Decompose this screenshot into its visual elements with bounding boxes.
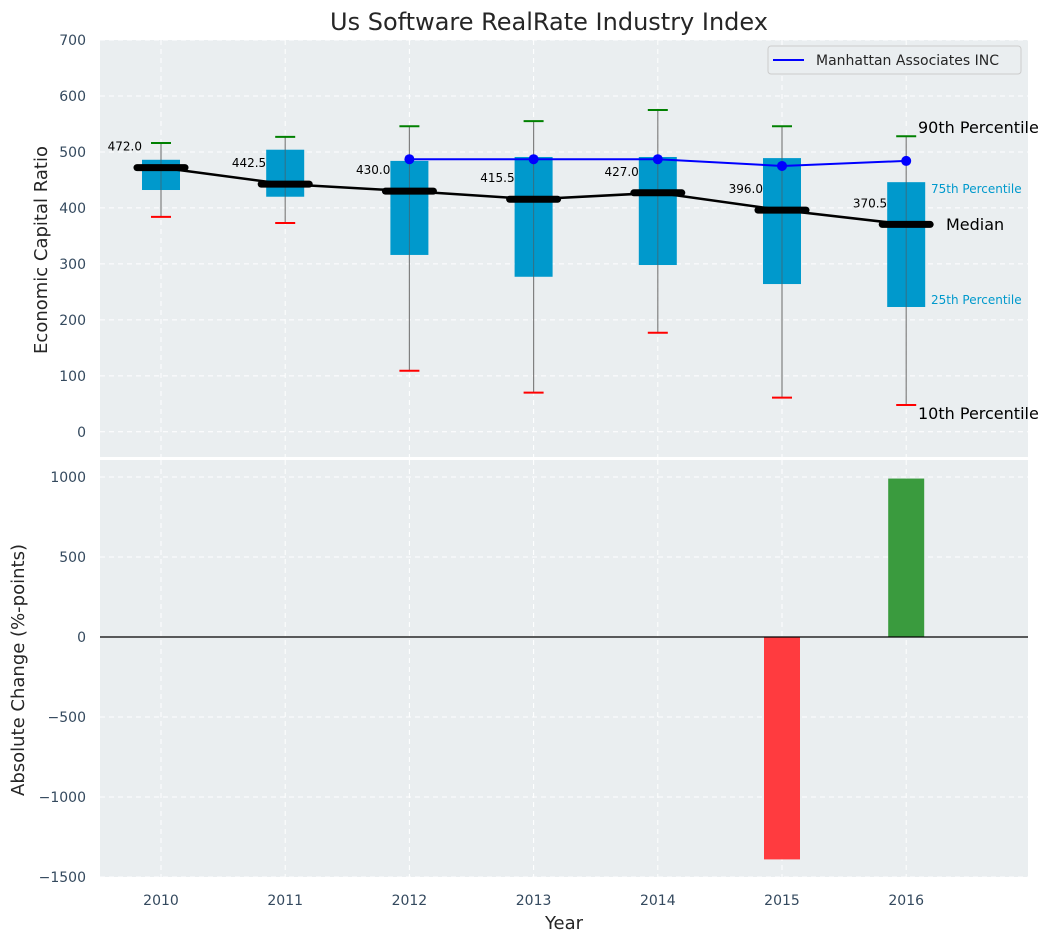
top-y-tick-label: 100 <box>59 369 86 385</box>
top-y-tick-label: 500 <box>59 145 86 161</box>
bottom-plot-background <box>100 460 1028 877</box>
bottom-y-tick-label: 0 <box>77 630 86 646</box>
company-point <box>404 154 415 165</box>
bottom-y-tick-label: 500 <box>59 550 86 566</box>
bottom-y-tick-label: −1500 <box>39 870 86 886</box>
legend: Manhattan Associates INC <box>767 45 1022 75</box>
top-y-tick-label: 400 <box>59 201 86 217</box>
x-tick-label: 2013 <box>516 893 552 909</box>
x-tick-label: 2012 <box>392 893 428 909</box>
median-value-label: 472.0 <box>108 140 142 154</box>
company-point <box>777 160 787 171</box>
median-value-label: 427.0 <box>604 165 638 179</box>
bottom-y-tick-label: 1000 <box>50 470 86 486</box>
top-y-tick-label: 700 <box>59 33 86 49</box>
x-tick-label: 2014 <box>640 893 676 909</box>
change-bars <box>100 478 1028 860</box>
median-value-label: 430.0 <box>356 163 390 177</box>
chart-title: Us Software RealRate Industry Index <box>330 8 768 36</box>
x-ticks: 2010 2011 2012 2013 2014 2015 2016 <box>143 893 924 909</box>
median-value-label: 415.5 <box>480 171 514 185</box>
top-y-tick-label: 600 <box>59 89 86 105</box>
top-y-tick-label: 0 <box>77 425 86 441</box>
legend-label: Manhattan Associates INC <box>816 53 999 69</box>
bottom-y-tick-label: −1000 <box>39 790 86 806</box>
top-y-tick-label: 200 <box>59 313 86 329</box>
company-series <box>404 154 912 171</box>
x-tick-label: 2011 <box>267 893 303 909</box>
company-point <box>528 154 539 165</box>
company-point <box>901 155 912 166</box>
company-point <box>652 154 663 165</box>
top-y-ticks: 0 100 200 300 400 500 600 700 <box>59 33 86 441</box>
top-y-axis-label: Economic Capital Ratio <box>31 146 52 354</box>
annotation-25th: 25th Percentile <box>931 293 1022 307</box>
legend-box <box>767 45 1022 75</box>
annotation-75th: 75th Percentile <box>931 182 1022 196</box>
bottom-y-ticks: −1500 −1000 −500 0 500 1000 <box>39 470 86 886</box>
x-axis-label: Year <box>544 913 584 934</box>
x-tick-label: 2015 <box>764 893 800 909</box>
median-value-label: 396.0 <box>729 182 763 196</box>
median-trend <box>133 164 934 228</box>
median-value-label: 442.5 <box>232 156 266 170</box>
bottom-y-tick-label: −500 <box>48 710 86 726</box>
top-y-tick-label: 300 <box>59 257 86 273</box>
change-bar <box>888 478 925 637</box>
annotation-10th: 10th Percentile <box>918 404 1039 423</box>
annotation-median: Median <box>946 215 1004 234</box>
annotation-90th: 90th Percentile <box>918 118 1039 137</box>
median-value-label: 370.5 <box>853 196 887 210</box>
top-plot-background <box>100 40 1028 457</box>
x-tick-label: 2016 <box>888 893 924 909</box>
box-plots <box>142 108 926 406</box>
x-tick-label: 2010 <box>143 893 179 909</box>
median-labels: 472.0 442.5 430.0 415.5 427.0 396.0 370.5 <box>108 140 888 211</box>
bottom-y-axis-label: Absolute Change (%-points) <box>8 544 29 796</box>
change-bar <box>764 636 800 860</box>
